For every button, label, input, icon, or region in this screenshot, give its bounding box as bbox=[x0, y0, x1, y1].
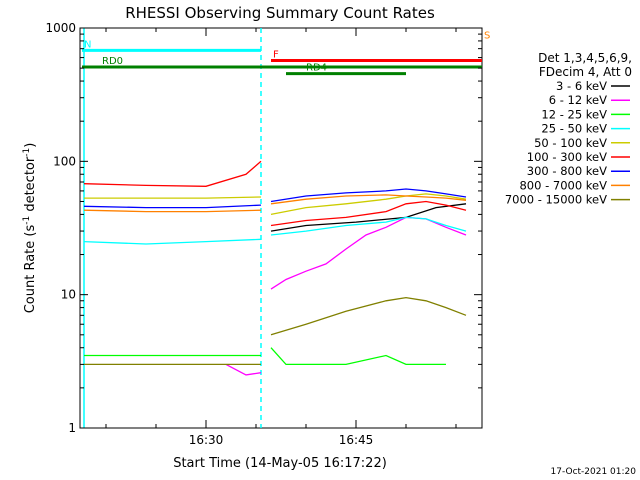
series-100-300-kev-line-0 bbox=[83, 160, 262, 187]
series-800-7000-kev-line-1 bbox=[270, 194, 467, 205]
series-6-12-kev-line-0 bbox=[225, 363, 262, 376]
status-bars-group: N F S RD0 RD4 bbox=[82, 31, 490, 76]
y-axis-label-sup2: -1 bbox=[22, 148, 32, 157]
status-label-f: F bbox=[273, 50, 279, 61]
y-axis-label-end: ) bbox=[23, 143, 38, 148]
y-axis-label-mid: detector bbox=[23, 156, 38, 216]
series-800-7000-kev-line-0 bbox=[83, 209, 262, 213]
legend-label-50-100-kev: 50 - 100 keV bbox=[534, 136, 607, 150]
chart-title: RHESSI Observing Summary Count Rates bbox=[125, 4, 435, 22]
plot-frame bbox=[79, 27, 483, 429]
legend-label-800-7000-kev: 800 - 7000 keV bbox=[519, 178, 607, 192]
y-axis-label-sup1: -1 bbox=[22, 216, 32, 225]
y-tick-label-1: 1 bbox=[68, 421, 76, 435]
legend-label-12-25-kev: 12 - 25 keV bbox=[541, 107, 607, 121]
series-25-50-kev-line-0 bbox=[83, 238, 262, 245]
y-tick-label-10: 10 bbox=[61, 288, 76, 302]
series-300-800-kev-line-0 bbox=[83, 204, 262, 209]
vertical-lines-group bbox=[83, 28, 262, 428]
series-3-6-kev-line-0 bbox=[270, 203, 467, 232]
y-tick-label-100: 100 bbox=[53, 154, 76, 168]
status-label-rd4: RD4 bbox=[306, 63, 327, 74]
series-50-100-kev-line-1 bbox=[270, 193, 467, 216]
series-100-300-kev-line-1 bbox=[270, 200, 467, 227]
legend-label-7000-15000-kev: 7000 - 15000 keV bbox=[505, 193, 607, 207]
legend-label-3-6-kev: 3 - 6 keV bbox=[556, 79, 607, 93]
status-label-rd0: RD0 bbox=[102, 56, 123, 67]
series-12-25-kev-line-1 bbox=[270, 347, 446, 366]
legend-label-300-800-kev: 300 - 800 keV bbox=[527, 164, 607, 178]
x-axis-label: Start Time (14-May-05 16:17:22) bbox=[173, 456, 387, 471]
legend-header-line1: Det 1,3,4,5,6,9, bbox=[538, 51, 632, 65]
footer-date: 17-Oct-2021 01:20 bbox=[551, 467, 637, 477]
y-tick-label-1000: 1000 bbox=[45, 21, 76, 35]
legend-label-100-300-kev: 100 - 300 keV bbox=[527, 150, 607, 164]
x-ticks-group: 16:30 16:45 bbox=[105, 28, 457, 447]
status-label-s: S bbox=[484, 31, 490, 42]
series-50-100-kev-line-0 bbox=[84, 196, 262, 199]
legend-header-line2: FDecim 4, Att 0 bbox=[539, 65, 632, 79]
legend-label-25-50-kev: 25 - 50 keV bbox=[541, 122, 607, 136]
series-300-800-kev-line-1 bbox=[270, 188, 467, 203]
series-group bbox=[83, 160, 467, 376]
y-axis-label-main: Count Rate (s bbox=[23, 225, 38, 314]
y-axis-label: Count Rate (s-1 detector-1) bbox=[22, 143, 38, 314]
legend-label-6-12-kev: 6 - 12 keV bbox=[549, 93, 607, 107]
series-7000-15000-kev-line-1 bbox=[270, 296, 467, 336]
y-ticks-group: 1 10 100 1000 bbox=[45, 21, 482, 435]
series-6-12-kev-line-1 bbox=[270, 216, 467, 290]
x-tick-label-16-30: 16:30 bbox=[189, 433, 224, 447]
legend: Det 1,3,4,5,6,9, FDecim 4, Att 0 3 - 6 k… bbox=[505, 51, 632, 207]
series-25-50-kev-line-1 bbox=[270, 216, 467, 236]
x-tick-label-16-45: 16:45 bbox=[339, 433, 374, 447]
status-label-n: N bbox=[84, 39, 91, 50]
